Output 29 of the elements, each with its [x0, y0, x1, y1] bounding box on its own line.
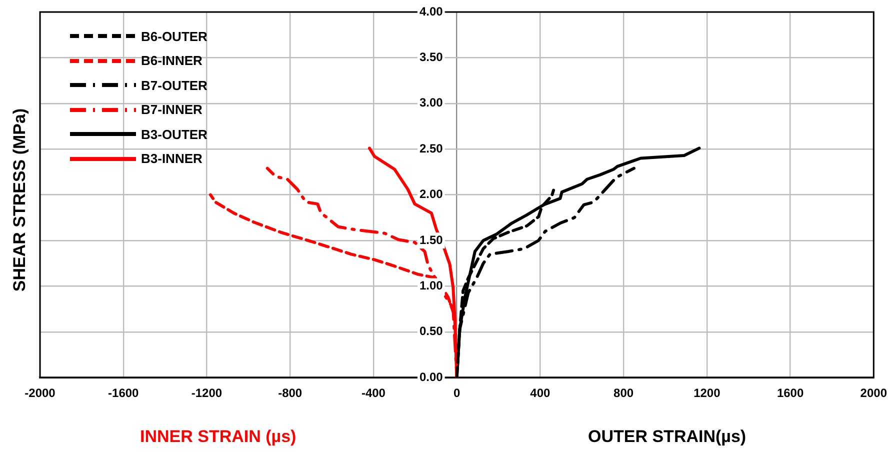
text: INNER STRAIN (µs) [140, 427, 296, 447]
x-axis-title: OUTER STRAIN(µs) [588, 427, 746, 447]
y-tick-label: 0.50 [419, 324, 444, 338]
y-tick-label: 2.00 [419, 187, 444, 202]
legend-label: B6-OUTER [141, 28, 208, 44]
y-tick-label: 3.00 [419, 96, 444, 110]
x-tick-label: -2000 [24, 386, 56, 400]
legend-label: B7-INNER [141, 102, 202, 118]
x-tick-label: 800 [614, 386, 634, 400]
y-tick-label: 3.50 [419, 50, 444, 64]
y-tick-label: 2.50 [419, 141, 444, 156]
y-tick-label: 1.50 [419, 232, 444, 247]
legend-label: B3-INNER [141, 151, 202, 166]
x-tick-label: -800 [278, 386, 302, 400]
legend-label: B6-INNER [141, 53, 202, 68]
x-tick-label: 1600 [776, 386, 804, 400]
x-tick-label: 2000 [860, 386, 888, 400]
x-tick-label: 1200 [694, 386, 721, 400]
y-axis-title: SHEAR STRESS (MPa) [10, 108, 30, 292]
y-tick-label: 0.00 [419, 370, 444, 384]
x-tick-label: -1200 [191, 386, 222, 400]
y-tick-label: 4.00 [419, 4, 444, 18]
y-tick-label: 1.00 [419, 278, 444, 293]
legend-label: B7-OUTER [141, 78, 208, 93]
x-tick-label: 400 [530, 386, 551, 400]
legend-label: B3-OUTER [141, 126, 208, 142]
x-tick-label: 0 [453, 386, 460, 400]
x-tick-label: -1600 [108, 386, 140, 400]
x-tick-label: -400 [361, 386, 386, 400]
